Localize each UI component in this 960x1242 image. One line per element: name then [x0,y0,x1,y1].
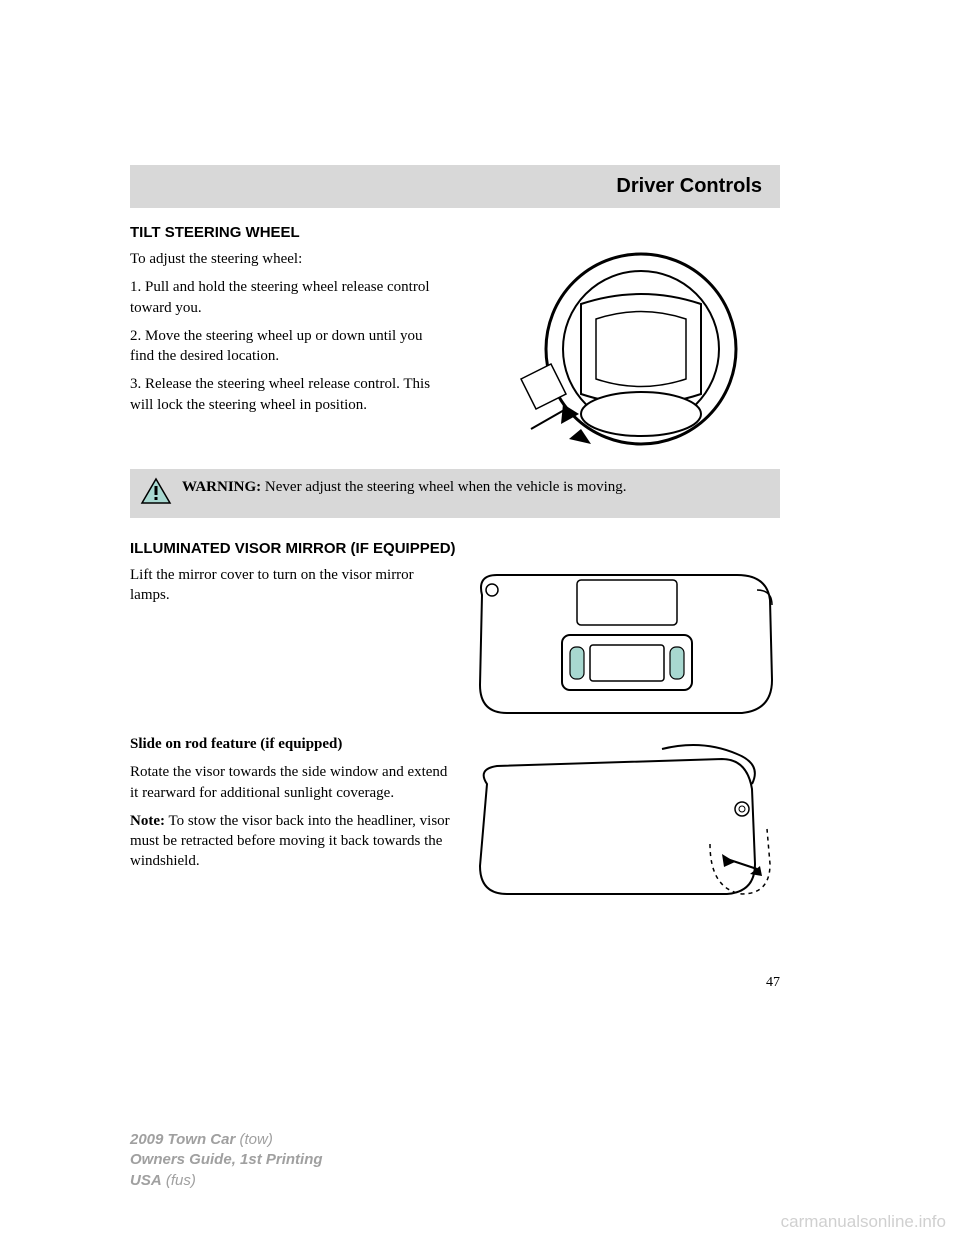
page-number: 47 [766,975,780,991]
tilt-step1: 1. Pull and hold the steering wheel rele… [130,277,450,318]
footer-code3: (fus) [162,1172,196,1189]
section-tilt-heading: TILT STEERING WHEEL [130,224,780,241]
tilt-step2: 2. Move the steering wheel up or down un… [130,326,450,367]
footer-guide: Owners Guide, 1st Printing [130,1151,323,1168]
watermark: carmanualsonline.info [781,1212,946,1232]
footer: 2009 Town Car (tow) Owners Guide, 1st Pr… [130,1130,323,1191]
warning-box: WARNING: Never adjust the steering wheel… [130,469,780,518]
steering-wheel-illustration [491,249,751,459]
page-content: Driver Controls TILT STEERING WHEEL To a… [130,165,780,914]
slide-illustration-col [462,734,782,904]
warning-text: WARNING: Never adjust the steering wheel… [182,477,626,497]
slide-text-col: Slide on rod feature (if equipped) Rotat… [130,734,450,904]
visor-slide-illustration [462,734,782,904]
note-label: Note: [130,813,165,829]
warning-label: WARNING: [182,479,261,495]
footer-region: USA [130,1172,162,1189]
tilt-text-col: To adjust the steering wheel: 1. Pull an… [130,249,450,459]
tilt-step3: 3. Release the steering wheel release co… [130,374,450,415]
note-text: To stow the visor back into the headline… [130,813,450,870]
footer-line2: Owners Guide, 1st Printing [130,1150,323,1170]
warning-icon [140,477,172,510]
tilt-row: To adjust the steering wheel: 1. Pull an… [130,249,780,459]
chapter-header: Driver Controls [130,165,780,208]
slide-subheading: Slide on rod feature (if equipped) [130,734,450,754]
tilt-intro: To adjust the steering wheel: [130,249,450,269]
section-visor-heading: ILLUMINATED VISOR MIRROR (IF EQUIPPED) [130,540,780,557]
tilt-illustration-col [462,249,780,459]
chapter-title: Driver Controls [616,175,762,197]
footer-code1: (tow) [235,1131,273,1148]
slide-note: Note: To stow the visor back into the he… [130,811,450,872]
visor-text-col: Lift the mirror cover to turn on the vis… [130,565,450,720]
footer-line1: 2009 Town Car (tow) [130,1130,323,1150]
visor-row: Lift the mirror cover to turn on the vis… [130,565,780,720]
visor-text: Lift the mirror cover to turn on the vis… [130,565,450,606]
visor-illustration-col [462,565,782,720]
warning-body: Never adjust the steering wheel when the… [261,479,626,495]
visor-open-illustration [462,565,782,720]
slide-text1: Rotate the visor towards the side window… [130,762,450,803]
slide-row: Slide on rod feature (if equipped) Rotat… [130,734,780,904]
footer-line3: USA (fus) [130,1171,323,1191]
footer-model: 2009 Town Car [130,1131,235,1148]
